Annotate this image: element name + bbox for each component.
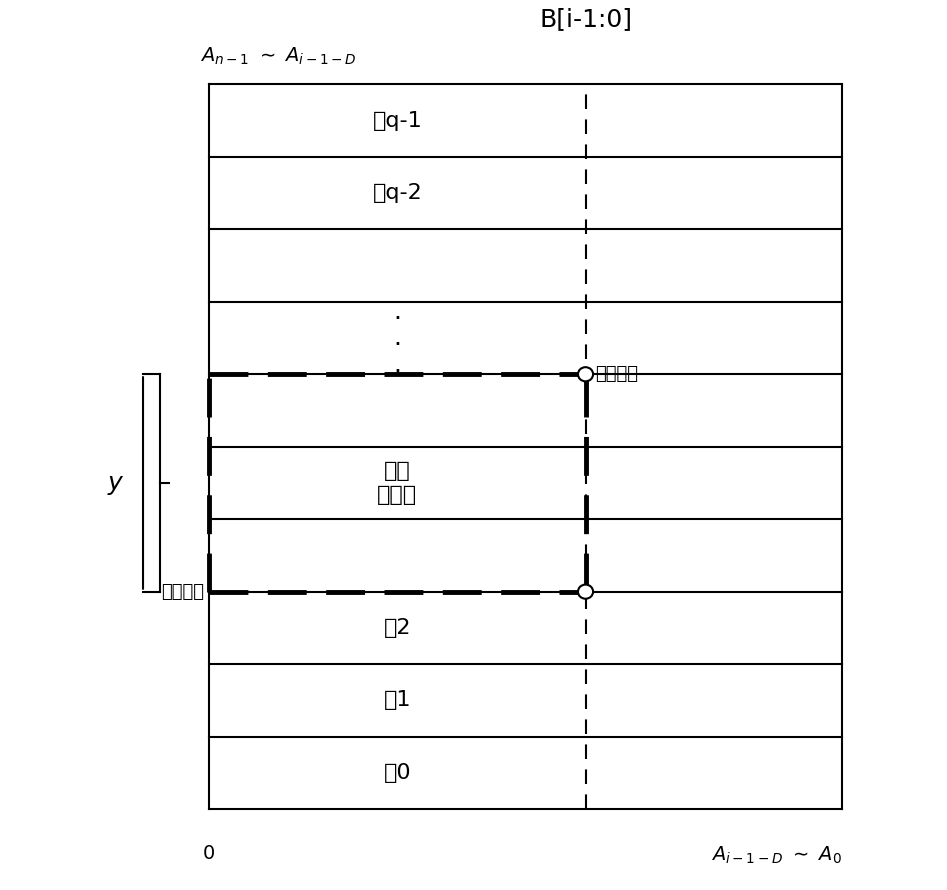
Circle shape [578,368,593,381]
Text: y: y [107,471,122,495]
Text: B[i-1:0]: B[i-1:0] [539,7,632,31]
Text: .: . [393,352,402,376]
Text: 段q-1: 段q-1 [372,110,422,131]
Text: .: . [393,326,402,350]
Text: .: . [393,300,402,323]
Text: 段q-2: 段q-2 [372,183,422,203]
Text: 0: 0 [203,845,215,863]
Text: 段0: 段0 [384,763,411,783]
Text: $A_{i-1-D}$ $\sim$ $A_{0}$: $A_{i-1-D}$ $\sim$ $A_{0}$ [711,845,842,866]
Text: 起始地址: 起始地址 [161,583,205,601]
Text: 结束地址: 结束地址 [595,365,638,384]
Text: 段2: 段2 [384,618,411,638]
Text: 段1: 段1 [384,691,411,710]
Circle shape [578,585,593,599]
Text: 比较
数据段: 比较 数据段 [377,461,418,505]
Text: $A_{n-1}$ $\sim$ $A_{i-1-D}$: $A_{n-1}$ $\sim$ $A_{i-1-D}$ [200,45,356,67]
